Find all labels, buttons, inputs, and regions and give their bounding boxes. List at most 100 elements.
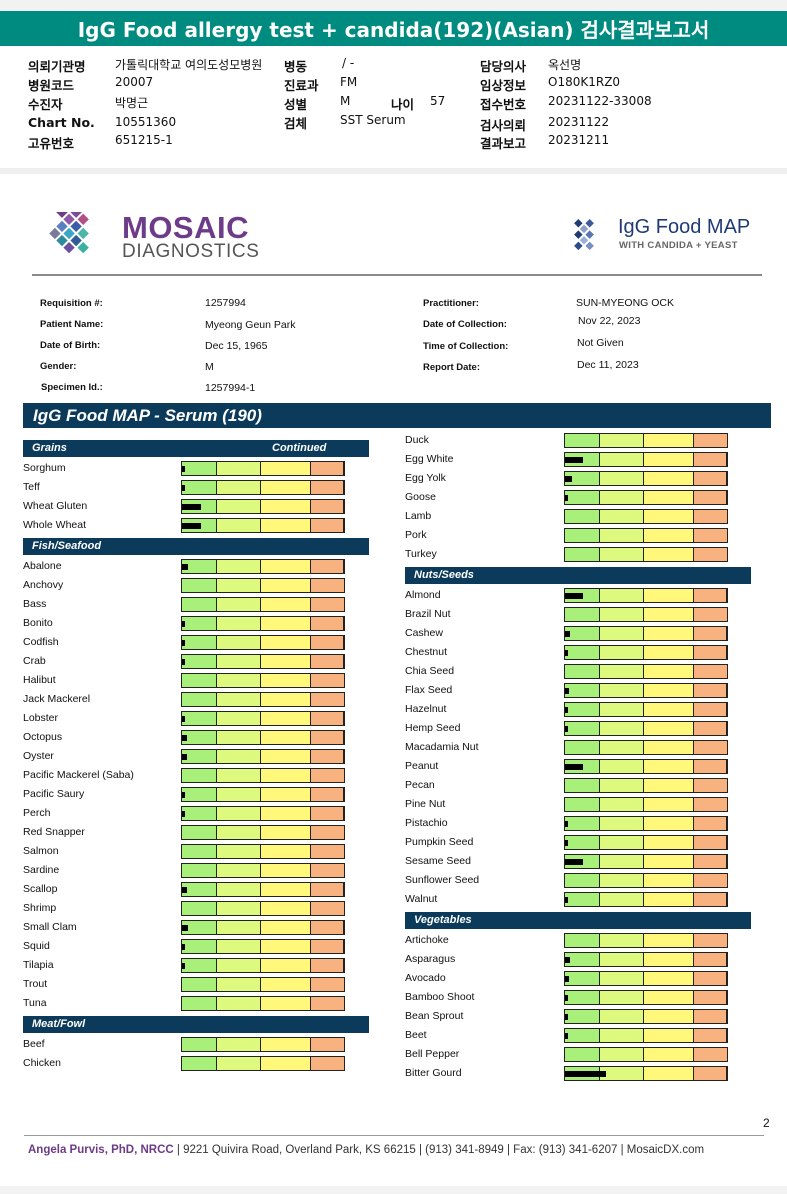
food-name: Sunflower Seed	[405, 874, 480, 886]
high-zone	[694, 893, 727, 906]
normal-zone	[182, 769, 217, 782]
food-row: Sardine	[23, 861, 347, 880]
high-zone	[311, 750, 344, 763]
info-label: 수진자	[28, 97, 63, 112]
normal-zone	[182, 750, 217, 763]
moderate-zone	[644, 874, 694, 887]
food-name: Oyster	[23, 750, 54, 762]
reactivity-level-marker	[182, 564, 188, 570]
reactivity-bar	[564, 683, 728, 698]
reactivity-bar	[181, 616, 345, 631]
normal-zone	[565, 1010, 600, 1023]
moderate-zone	[261, 845, 311, 858]
food-name: Egg White	[405, 453, 454, 465]
moderate-zone	[644, 1010, 694, 1023]
low-zone	[217, 674, 261, 687]
reactivity-bar	[181, 499, 345, 514]
food-name: Hemp Seed	[405, 722, 461, 734]
low-zone	[217, 845, 261, 858]
normal-zone	[182, 1038, 217, 1051]
food-row: Pacific Saury	[23, 785, 347, 804]
info-value: 가톨릭대학교 여의도성모병원	[115, 58, 263, 72]
reactivity-level-marker	[565, 995, 568, 1001]
normal-zone	[182, 807, 217, 820]
reactivity-bar	[181, 730, 345, 745]
food-row: Pistachio	[405, 814, 730, 833]
moderate-zone	[261, 617, 311, 630]
collection-time-label: Time of Collection:	[423, 341, 509, 352]
reactivity-bar	[564, 433, 728, 448]
normal-zone	[182, 864, 217, 877]
reactivity-bar	[564, 490, 728, 505]
moderate-zone	[261, 579, 311, 592]
high-zone	[694, 722, 727, 735]
food-row: Hazelnut	[405, 700, 730, 719]
food-name: Shrimp	[23, 902, 57, 914]
low-zone	[600, 1067, 644, 1080]
food-row: Chicken	[23, 1054, 347, 1073]
food-row: Asparagus	[405, 950, 730, 969]
reactivity-bar	[564, 952, 728, 967]
high-zone	[694, 855, 727, 868]
low-zone	[600, 453, 644, 466]
food-name: Whole Wheat	[23, 519, 87, 531]
moderate-zone	[261, 462, 311, 475]
food-row: Duck	[405, 431, 730, 450]
high-zone	[694, 1010, 727, 1023]
age-label: 나이	[391, 97, 415, 112]
mosaic-logo-line2: DIAGNOSTICS	[122, 241, 260, 262]
low-zone	[217, 978, 261, 991]
reactivity-level-marker	[182, 523, 201, 529]
food-name: Red Snapper	[23, 826, 85, 838]
korean-info-block: 의뢰기관명 가톨릭대학교 여의도성모병원 병동 / - 담당의사 옥선명 병원코…	[0, 46, 787, 168]
collection-time-value: Not Given	[577, 337, 624, 349]
food-row: Anchovy	[23, 576, 347, 595]
food-map-logo-line1: IgG Food MAP	[618, 216, 751, 238]
normal-zone	[565, 1029, 600, 1042]
info-label: 담당의사	[480, 59, 527, 74]
normal-zone	[565, 798, 600, 811]
specimen-label: Specimen Id.:	[41, 382, 103, 393]
food-row: Artichoke	[405, 931, 730, 950]
info-value: 10551360	[115, 115, 177, 129]
normal-zone	[565, 491, 600, 504]
reactivity-bar	[181, 711, 345, 726]
food-row: Turkey	[405, 545, 730, 564]
reactivity-level-marker	[182, 792, 185, 798]
food-name: Octopus	[23, 731, 63, 743]
normal-zone	[182, 1057, 217, 1070]
low-zone	[600, 491, 644, 504]
high-zone	[694, 779, 727, 792]
low-zone	[600, 893, 644, 906]
reactivity-bar	[564, 471, 728, 486]
reactivity-bar	[564, 721, 728, 736]
food-name: Pistachio	[405, 817, 448, 829]
food-row: Peanut	[405, 757, 730, 776]
moderate-zone	[644, 453, 694, 466]
reactivity-bar	[564, 854, 728, 869]
category-header: Vegetables	[405, 912, 751, 929]
reactivity-level-marker	[565, 726, 568, 732]
reactivity-bar	[181, 749, 345, 764]
reactivity-level-marker	[565, 650, 568, 656]
category-title: Vegetables	[414, 914, 472, 926]
food-map-diamonds-icon	[574, 219, 594, 251]
food-name: Bamboo Shoot	[405, 991, 475, 1003]
food-row: Egg White	[405, 450, 730, 469]
normal-zone	[182, 826, 217, 839]
food-name: Salmon	[23, 845, 59, 857]
moderate-zone	[261, 978, 311, 991]
moderate-zone	[261, 750, 311, 763]
food-name: Duck	[405, 434, 429, 446]
reactivity-bar	[564, 645, 728, 660]
moderate-zone	[644, 665, 694, 678]
food-name: Avocado	[405, 972, 446, 984]
normal-zone	[182, 788, 217, 801]
normal-zone	[182, 978, 217, 991]
food-row: Abalone	[23, 557, 347, 576]
normal-zone	[182, 883, 217, 896]
food-name: Pacific Saury	[23, 788, 85, 800]
reactivity-bar	[181, 863, 345, 878]
reactivity-bar	[181, 518, 345, 533]
food-name: Flax Seed	[405, 684, 453, 696]
